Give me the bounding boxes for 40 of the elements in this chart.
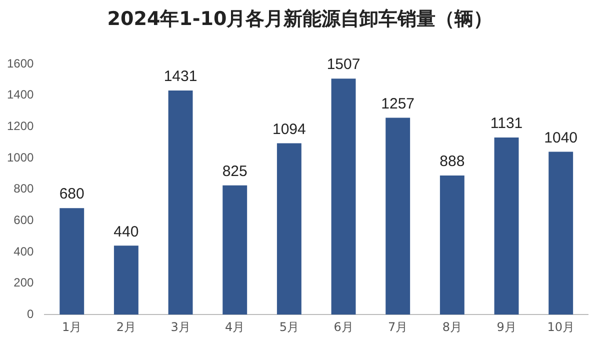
data-label: 888 — [440, 153, 465, 170]
x-tick-label: 7月 — [388, 320, 408, 334]
bar — [276, 143, 302, 315]
data-label: 825 — [222, 163, 248, 180]
bar — [548, 152, 574, 315]
y-tick-label: 1200 — [6, 118, 34, 133]
bar — [168, 90, 193, 315]
x-tick-label: 9月 — [496, 320, 516, 334]
data-label: 1094 — [272, 120, 306, 138]
bar — [494, 137, 519, 315]
data-label: 1257 — [381, 95, 415, 112]
bar — [222, 185, 248, 315]
y-tick-label: 800 — [14, 182, 34, 196]
data-label: 440 — [114, 223, 139, 240]
chart-title: 2024年1-10月各月新能源自卸车销量（辆） — [106, 7, 494, 32]
x-tick-label: 2月 — [116, 320, 136, 334]
bar — [114, 246, 138, 315]
x-tick-label: 6月 — [334, 320, 354, 334]
bar — [386, 118, 410, 315]
data-label: 1431 — [164, 68, 198, 86]
data-label: 680 — [59, 186, 84, 203]
bar — [440, 176, 464, 315]
data-label: 1040 — [544, 129, 578, 146]
x-tick-label: 1月 — [62, 320, 82, 334]
y-tick-label: 400 — [14, 244, 34, 258]
bar — [60, 208, 84, 315]
y-tick-label: 1000 — [6, 150, 34, 164]
x-tick-label: 4月 — [225, 320, 245, 334]
y-tick-label: 200 — [14, 276, 34, 290]
x-tick-label: 5月 — [279, 320, 300, 334]
y-tick-label: 1600 — [6, 56, 34, 70]
y-tick-label: 0 — [27, 306, 34, 321]
bar — [331, 78, 356, 315]
x-tick-label: 3月 — [170, 320, 190, 334]
y-tick-label: 1400 — [6, 88, 34, 102]
x-tick-label: 8月 — [442, 320, 462, 334]
x-tick-label: 10月 — [547, 320, 574, 334]
data-label: 1131 — [490, 115, 523, 132]
data-label: 1507 — [326, 56, 360, 74]
y-tick-label: 600 — [14, 212, 34, 227]
